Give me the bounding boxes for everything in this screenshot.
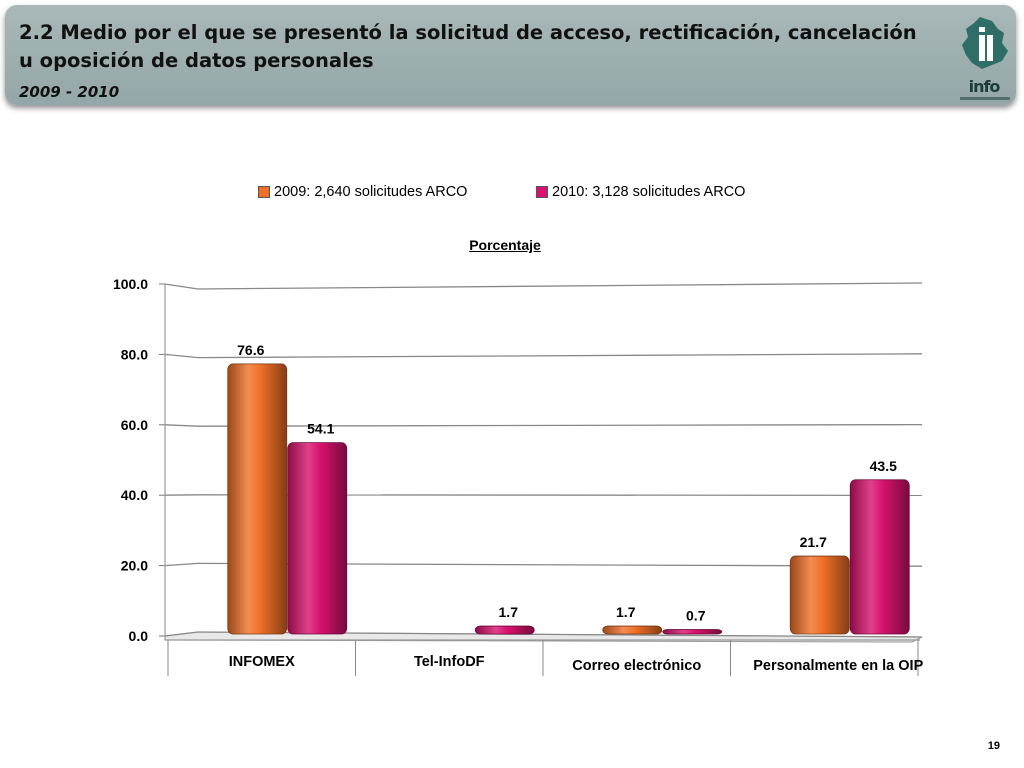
logo-tagline — [960, 97, 1010, 100]
y-tick-label: 100.0 — [113, 276, 148, 292]
bar-2009 — [602, 625, 663, 635]
page-subtitle: 2009 - 2010 — [19, 83, 120, 101]
x-category-label: INFOMEX — [229, 654, 295, 670]
gridline — [197, 353, 923, 359]
bar-2010 — [474, 625, 535, 635]
bar-2010 — [662, 629, 723, 635]
bar-2009 — [789, 555, 850, 635]
data-label: 1.7 — [499, 604, 519, 620]
title-banner: 2.2 Medio por el que se presentó la soli… — [5, 5, 1016, 105]
gridline-side — [164, 562, 199, 567]
chart-title: Porcentaje — [469, 237, 541, 253]
legend-swatch-2009 — [258, 186, 270, 198]
data-label: 1.7 — [616, 604, 636, 620]
logo-wordmark: info — [968, 77, 1001, 96]
gridline — [197, 423, 923, 427]
y-tick-label: 40.0 — [121, 487, 148, 503]
map-emblem-icon — [962, 17, 1008, 69]
data-label: 21.7 — [800, 534, 827, 550]
legend-label-2010: 2010: 3,128 solicitudes ARCO — [552, 184, 746, 200]
y-tick-label: 60.0 — [121, 417, 148, 433]
x-category-label: Personalmente en la OIP — [753, 658, 923, 674]
y-tick-label: 20.0 — [121, 558, 148, 574]
gridline-side — [164, 424, 199, 427]
chart-legend: 2009: 2,640 solicitudes ARCO 2010: 3,128… — [0, 184, 1024, 206]
gridline-side — [164, 631, 199, 637]
infodf-logo: info — [952, 13, 1016, 107]
legend-item-2009: 2009: 2,640 solicitudes ARCO — [258, 184, 467, 200]
page-title: 2.2 Medio por el que se presentó la soli… — [19, 21, 917, 72]
gridline-side — [164, 353, 199, 359]
legend-swatch-2010 — [536, 186, 548, 198]
data-label: 54.1 — [307, 421, 334, 437]
bar-2010 — [287, 442, 348, 635]
x-category-label: Correo electrónico — [572, 658, 701, 674]
data-label: 76.6 — [237, 342, 264, 358]
data-label: 0.7 — [686, 608, 706, 624]
y-tick-label: 80.0 — [121, 346, 148, 362]
legend-item-2010: 2010: 3,128 solicitudes ARCO — [536, 184, 745, 200]
gridline-side — [164, 283, 199, 290]
page-number: 19 — [987, 740, 1000, 752]
bar-2009 — [227, 363, 288, 635]
legend-label-2009: 2009: 2,640 solicitudes ARCO — [274, 184, 468, 200]
data-label: 43.5 — [870, 458, 897, 474]
bar-2010 — [849, 479, 910, 635]
x-category-label: Tel-InfoDF — [414, 654, 485, 670]
gridline — [197, 282, 923, 290]
y-tick-label: 0.0 — [129, 628, 149, 644]
